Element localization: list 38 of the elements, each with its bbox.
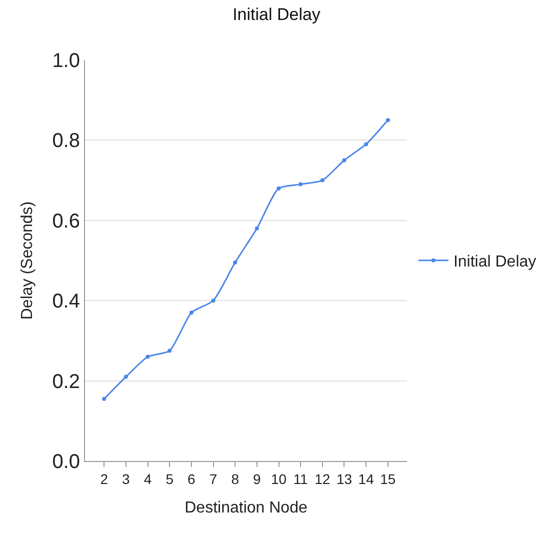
x-tick-label: 9 [253, 470, 262, 487]
x-tick-label: 8 [231, 470, 240, 487]
point [189, 310, 194, 315]
point [342, 158, 346, 162]
x-tick-label: 12 [314, 470, 330, 487]
point [211, 298, 216, 303]
point [233, 260, 238, 265]
x-tick-label: 3 [122, 470, 130, 487]
legend-label: Initial Delay [453, 254, 536, 271]
point [298, 182, 303, 186]
point [168, 348, 172, 353]
point [320, 178, 324, 182]
point [386, 118, 390, 122]
x-tick-label: 4 [144, 470, 152, 487]
y-tick-label: 1.0 [52, 50, 80, 72]
point [254, 226, 259, 230]
x-tick-label: 10 [270, 470, 287, 487]
y-tick-label: 0.2 [52, 370, 80, 393]
x-tick-label: 6 [188, 470, 196, 487]
x-tick-label: 13 [336, 470, 352, 487]
point [276, 186, 281, 190]
point [102, 396, 106, 401]
x-tick-label: 5 [166, 470, 174, 487]
y-tick-label: 0.0 [52, 451, 80, 473]
x-tick-label: 14 [358, 470, 374, 487]
x-tick-label: 7 [209, 470, 218, 487]
point [364, 142, 368, 146]
y-tick-label: 0.8 [52, 130, 80, 152]
chart-title: Initial Delay [232, 5, 321, 24]
point [124, 374, 128, 379]
x-tick-label: 2 [100, 470, 108, 487]
y-tick-label: 0.4 [52, 290, 80, 313]
point [146, 354, 150, 359]
x-tick-label: 11 [293, 470, 308, 487]
y-tick-label: 0.6 [52, 210, 80, 232]
y-axis-title: Delay (Seconds) [19, 201, 36, 320]
x-tick-label: 15 [380, 470, 396, 487]
x-axis-title: Destination Node [184, 500, 308, 516]
